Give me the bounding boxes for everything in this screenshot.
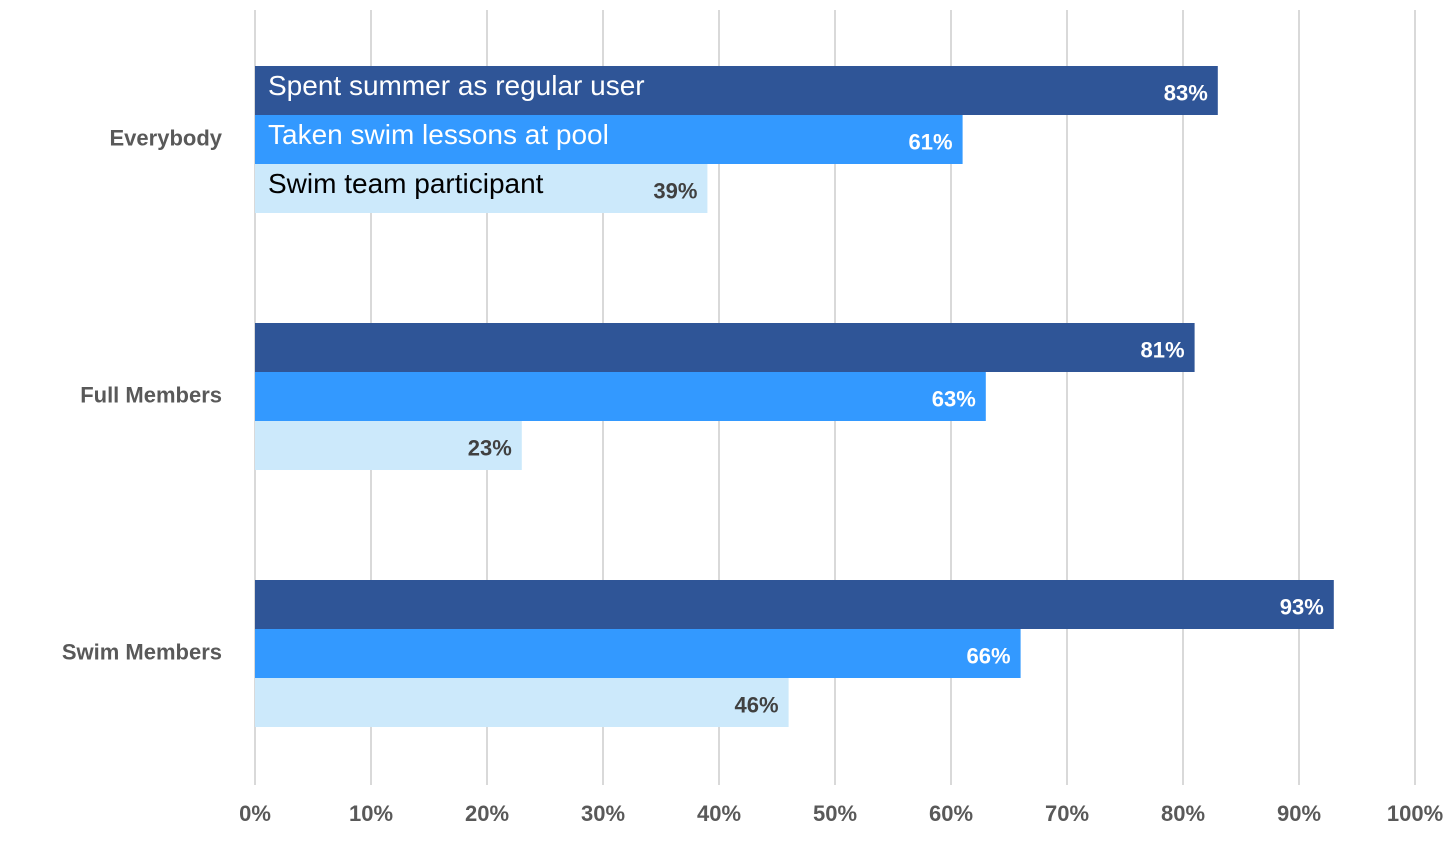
x-tick-label: 30%	[581, 801, 625, 826]
x-tick-label: 70%	[1045, 801, 1089, 826]
value-label: 66%	[967, 643, 1011, 668]
x-tick-label: 80%	[1161, 801, 1205, 826]
x-tick-label: 60%	[929, 801, 973, 826]
value-label: 23%	[468, 435, 512, 460]
bar	[255, 678, 789, 727]
x-tick-label: 40%	[697, 801, 741, 826]
value-label: 93%	[1280, 594, 1324, 619]
value-label: 46%	[735, 692, 779, 717]
x-tick-label: 50%	[813, 801, 857, 826]
bar	[255, 372, 986, 421]
bar	[255, 580, 1334, 629]
bar	[255, 66, 1218, 115]
category-label: Everybody	[110, 125, 223, 150]
category-label: Full Members	[80, 382, 222, 407]
x-tick-label: 20%	[465, 801, 509, 826]
bar	[255, 421, 522, 470]
x-tick-label: 90%	[1277, 801, 1321, 826]
legend-label: Taken swim lessons at pool	[268, 119, 609, 150]
value-label: 63%	[932, 386, 976, 411]
bar	[255, 323, 1195, 372]
value-label: 61%	[909, 129, 953, 154]
bar	[255, 164, 708, 213]
x-tick-label: 10%	[349, 801, 393, 826]
legend-label: Spent summer as regular user	[268, 70, 645, 101]
value-label: 39%	[653, 178, 697, 203]
bar	[255, 115, 963, 164]
x-tick-label: 0%	[239, 801, 271, 826]
x-tick-label: 100%	[1387, 801, 1443, 826]
value-label: 81%	[1141, 337, 1185, 362]
legend-label: Swim team participant	[268, 168, 544, 199]
category-label: Swim Members	[62, 639, 222, 664]
bar	[255, 629, 1021, 678]
value-label: 83%	[1164, 80, 1208, 105]
